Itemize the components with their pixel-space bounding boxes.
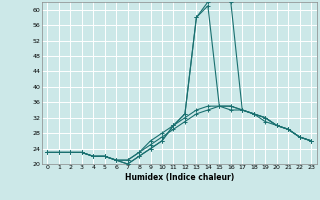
X-axis label: Humidex (Indice chaleur): Humidex (Indice chaleur) bbox=[124, 173, 234, 182]
